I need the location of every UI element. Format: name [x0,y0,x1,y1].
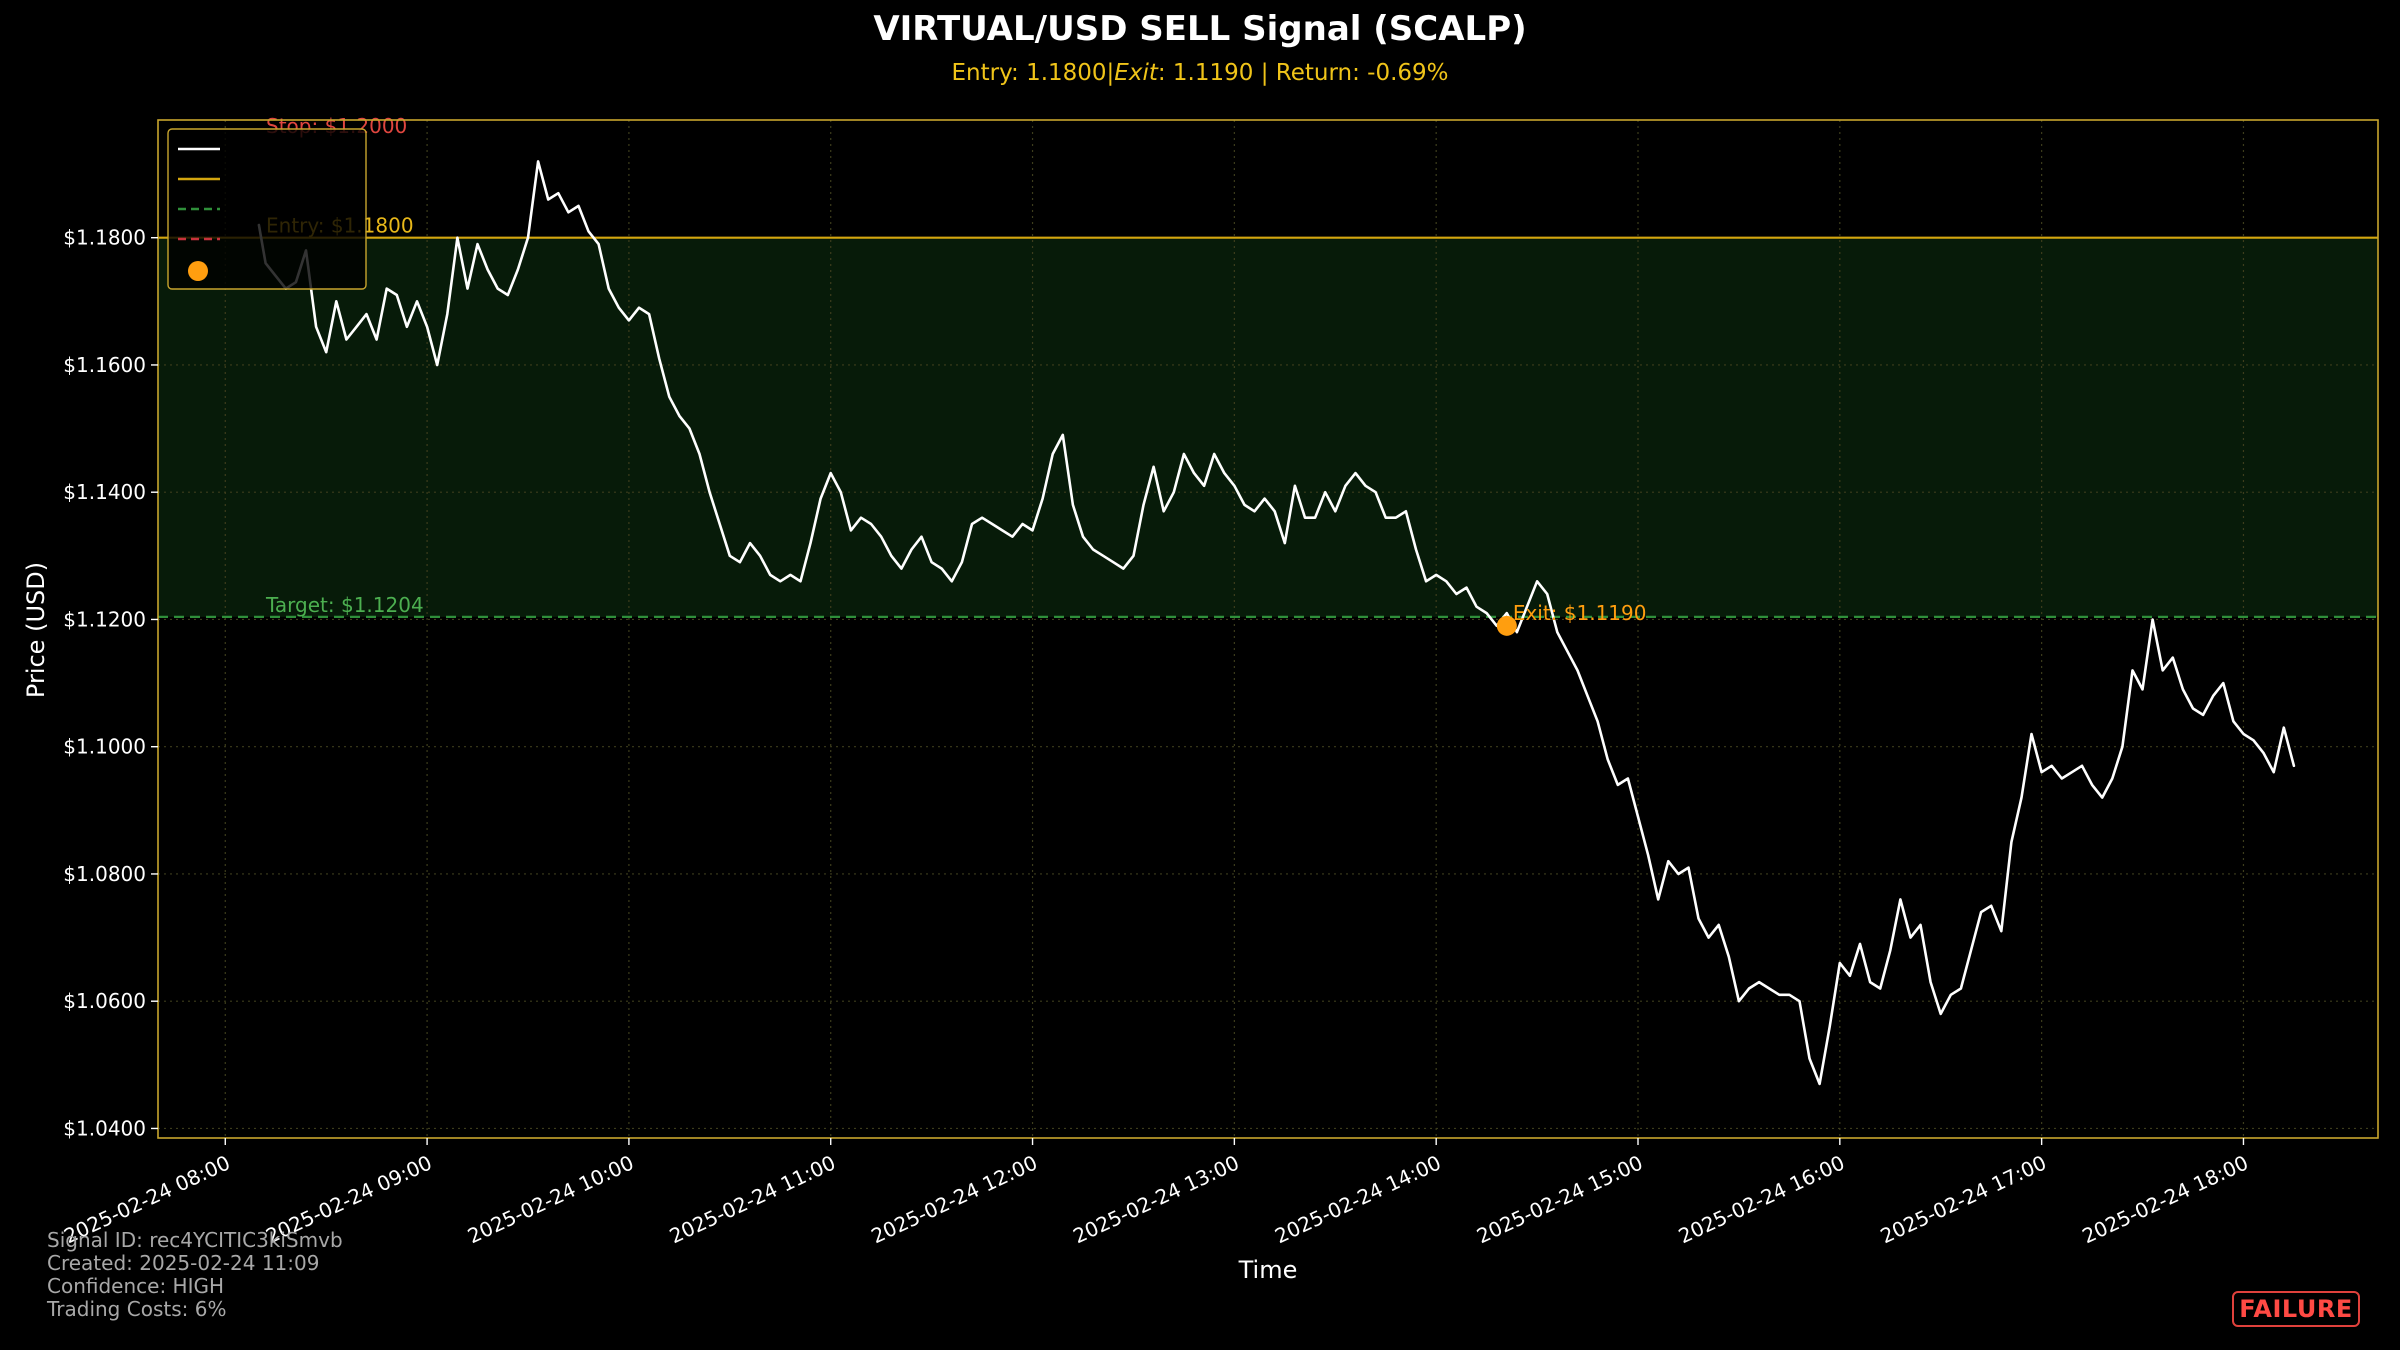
chart-title: VIRTUAL/USD SELL Signal (SCALP) [873,9,1526,49]
x-tick-label: 2025-02-24 14:00 [1271,1150,1444,1248]
exit-annotation: Exit: $1.1190 [1513,601,1647,625]
y-tick-label: $1.1000 [63,735,146,759]
price-line [257,160,2296,1086]
y-tick-label: $1.1200 [63,607,146,631]
legend-box [167,128,367,290]
x-tick-label: 2025-02-24 13:00 [1069,1150,1242,1248]
profit-zone [158,237,2378,617]
exit-point [1496,615,1517,636]
signal-id: Signal ID: rec4YCITIC3kiSmvb [47,1228,343,1252]
y-tick-label: $1.0600 [63,989,146,1013]
axes-frame [157,119,2379,1139]
x-tick-label: 2025-02-24 18:00 [2078,1150,2251,1248]
x-axis: 2025-02-24 08:00 2025-02-24 09:00 2025-02-… [60,1138,2252,1248]
y-axis-label: Price (USD) [22,562,50,698]
y-tick-label: $1.0400 [63,1116,146,1140]
trading-costs: Trading Costs: 6% [47,1297,227,1321]
y-tick-label: $1.1800 [63,226,146,250]
chart-subtitle: Entry: 1.1800|Exit: 1.1190 | Return: -0.… [951,60,1448,86]
subtitle-return-part: : 1.1190 | Return: -0.69% [1158,60,1449,86]
status-badge: FAILURE [2232,1291,2360,1327]
x-tick-label: 2025-02-24 17:00 [1877,1150,2050,1248]
y-axis: $1.0400 $1.0600 $1.0800 $1.1000 $1.1200 $1.14… [63,226,158,1140]
subtitle-entry-part: Entry: 1.1800| [951,60,1114,86]
confidence: Confidence: HIGH [47,1274,225,1298]
y-tick-label: $1.0800 [63,862,146,886]
y-tick-label: $1.1600 [63,353,146,377]
created-time: Created: 2025-02-24 11:09 [47,1251,320,1275]
legend-marker-exit [188,261,208,281]
x-tick-label: 2025-02-24 12:00 [868,1150,1041,1248]
x-tick-label: 2025-02-24 16:00 [1675,1150,1848,1248]
subtitle-exit-italic: Exit [1114,60,1159,86]
target-annotation: Target: $1.1204 [265,593,424,617]
x-tick-label: 2025-02-24 15:00 [1473,1150,1646,1248]
y-tick-label: $1.1400 [63,480,146,504]
x-axis-label: Time [1238,1256,1298,1284]
x-tick-label: 2025-02-24 11:00 [666,1150,839,1248]
signal-meta: Signal ID: rec4YCITIC3kiSmvb Created: 20… [47,1229,343,1321]
legend [167,128,367,290]
x-tick-label: 2025-02-24 10:00 [464,1150,637,1248]
